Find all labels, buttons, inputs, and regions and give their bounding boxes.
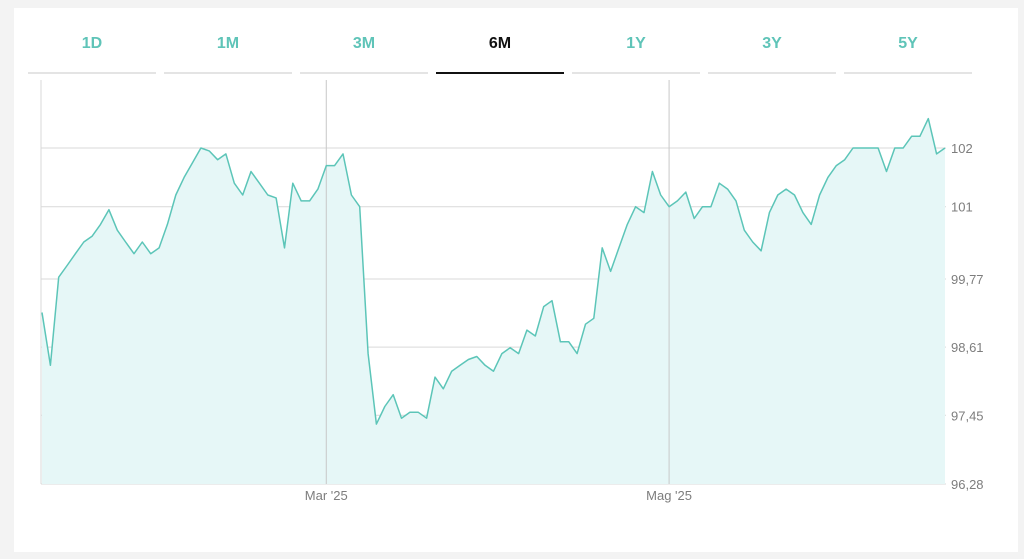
tab-1y[interactable]: 1Y [572,28,700,74]
x-tick-label: Mag '25 [646,488,692,503]
area-fill [42,118,945,484]
tab-5y[interactable]: 5Y [844,28,972,74]
y-tick-label: 102 [951,141,973,156]
y-tick-label: 96,28 [951,477,984,492]
tab-6m[interactable]: 6M [436,28,564,74]
y-tick-label: 101 [951,200,973,215]
range-tabs: 1D 1M 3M 6M 1Y 3Y 5Y [28,28,972,74]
tab-1d[interactable]: 1D [28,28,156,74]
x-tick-label: Mar '25 [305,488,348,503]
y-tick-label: 99,77 [951,272,984,287]
tab-1m[interactable]: 1M [164,28,292,74]
tab-3y[interactable]: 3Y [708,28,836,74]
y-tick-label: 97,45 [951,408,984,423]
tab-3m[interactable]: 3M [300,28,428,74]
y-tick-label: 98,61 [951,340,984,355]
price-line [41,117,946,425]
